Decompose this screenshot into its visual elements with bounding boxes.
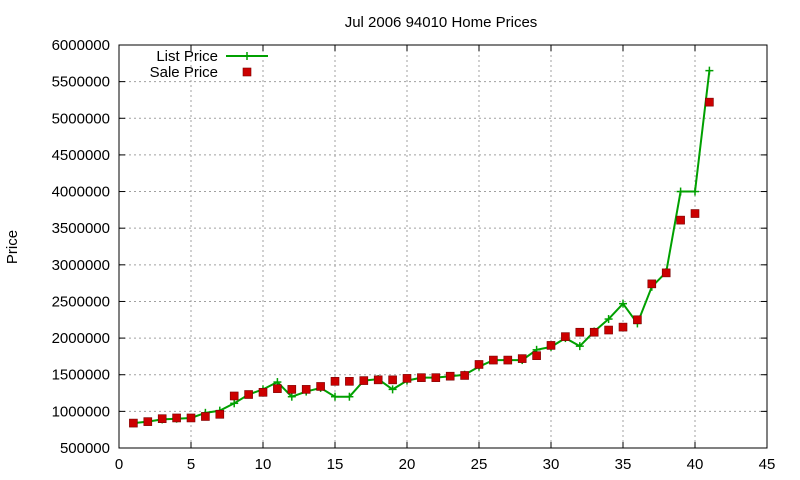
list-price-point bbox=[345, 392, 354, 401]
x-tick-label: 25 bbox=[471, 456, 488, 473]
legend-label-sale-price: Sale Price bbox=[150, 64, 218, 81]
y-tick-label: 2500000 bbox=[52, 293, 110, 310]
sale-price-point bbox=[661, 268, 671, 278]
sale-price-point bbox=[676, 215, 685, 225]
sale-price-point bbox=[129, 418, 138, 428]
tick-layer: 0 5 10 15 20 25 30 35 40 45 500000 1000000 1500000 20… bbox=[52, 37, 776, 473]
x-tick-label: 0 bbox=[115, 456, 123, 473]
list-price-point bbox=[619, 299, 627, 308]
list-price-point bbox=[388, 385, 397, 394]
x-tick-label: 45 bbox=[759, 456, 776, 473]
list-price-point bbox=[691, 187, 699, 196]
sale-price-point bbox=[647, 279, 657, 289]
sale-price-point bbox=[705, 97, 714, 107]
list-price-point bbox=[287, 392, 296, 401]
sale-price-point bbox=[359, 376, 369, 385]
x-tick-label: 10 bbox=[255, 456, 272, 473]
y-tick-label: 5500000 bbox=[52, 74, 110, 91]
sale-price-point bbox=[474, 360, 484, 369]
y-tick-label: 3000000 bbox=[52, 257, 110, 274]
y-tick-label: 6000000 bbox=[52, 37, 110, 54]
sale-price-point bbox=[589, 327, 599, 337]
legend-label-list-price: List Price bbox=[156, 48, 218, 65]
legend-symbol-sale-price bbox=[242, 67, 252, 77]
sale-price-point bbox=[618, 322, 628, 332]
sale-price-point bbox=[186, 413, 196, 423]
legend: List Price Sale Price bbox=[150, 48, 268, 81]
y-tick-label: 1500000 bbox=[52, 367, 110, 384]
x-tick-label: 30 bbox=[543, 456, 560, 473]
sale-price-point bbox=[316, 382, 325, 391]
sale-price-point bbox=[402, 374, 412, 383]
sale-price-point bbox=[489, 355, 498, 365]
sale-price-point bbox=[517, 354, 527, 363]
legend-marker-sale-price bbox=[242, 67, 252, 77]
y-tick-label: 500000 bbox=[60, 440, 110, 457]
sale-price-point bbox=[431, 373, 441, 382]
sale-price-point bbox=[258, 388, 268, 397]
list-price-point bbox=[230, 399, 239, 408]
sale-price-point bbox=[388, 375, 397, 385]
sale-price-point bbox=[633, 315, 642, 325]
sale-price-point bbox=[532, 351, 541, 360]
sale-price-point bbox=[287, 385, 297, 394]
x-tick-label: 20 bbox=[399, 456, 416, 473]
sale-price-point bbox=[229, 391, 239, 401]
sale-price-point bbox=[273, 384, 282, 393]
list-price-point bbox=[575, 342, 584, 351]
y-tick-label: 4000000 bbox=[52, 184, 110, 201]
sale-price-point bbox=[244, 390, 253, 399]
plot-frame bbox=[118, 44, 768, 449]
x-tick-label: 5 bbox=[187, 456, 195, 473]
x-tick-label: 15 bbox=[327, 456, 344, 473]
chart-title: Jul 2006 94010 Home Prices bbox=[345, 14, 538, 31]
series-sale-price bbox=[129, 97, 714, 428]
list-price-point bbox=[604, 315, 613, 324]
legend-marker-list-price bbox=[243, 52, 251, 60]
sale-price-point bbox=[330, 377, 340, 386]
sale-price-point bbox=[172, 413, 181, 423]
sale-price-point bbox=[604, 325, 613, 335]
series-layer bbox=[129, 66, 714, 428]
y-axis-label: Price bbox=[4, 230, 21, 264]
sale-price-point bbox=[157, 414, 167, 423]
y-tick-label: 4500000 bbox=[52, 147, 110, 164]
y-tick-label: 5000000 bbox=[52, 110, 110, 127]
sale-price-point bbox=[546, 341, 556, 350]
sale-price-point bbox=[201, 412, 210, 421]
series-list-price bbox=[129, 66, 714, 428]
sale-price-point bbox=[460, 371, 469, 380]
list-price-point bbox=[331, 392, 339, 401]
y-tick-label: 3500000 bbox=[52, 220, 110, 237]
sale-price-point bbox=[345, 377, 354, 386]
sale-price-point bbox=[575, 327, 585, 337]
grid-layer bbox=[119, 45, 767, 448]
y-tick-label: 1000000 bbox=[52, 403, 110, 420]
sale-price-point bbox=[561, 332, 570, 341]
sale-price-point bbox=[301, 385, 311, 394]
list-price-point bbox=[705, 66, 714, 75]
sale-price-point bbox=[690, 209, 700, 218]
list-price-point bbox=[676, 187, 685, 196]
x-tick-label: 35 bbox=[615, 456, 632, 473]
sale-price-point bbox=[373, 375, 383, 385]
sale-price-point bbox=[143, 417, 153, 426]
legend-symbol-list-price bbox=[226, 52, 268, 60]
y-tick-label: 2000000 bbox=[52, 330, 110, 347]
x-tick-label: 40 bbox=[687, 456, 704, 473]
sale-price-point bbox=[215, 409, 225, 419]
sale-price-point bbox=[417, 373, 426, 382]
sale-price-point bbox=[503, 355, 513, 365]
sale-price-point bbox=[445, 371, 455, 381]
